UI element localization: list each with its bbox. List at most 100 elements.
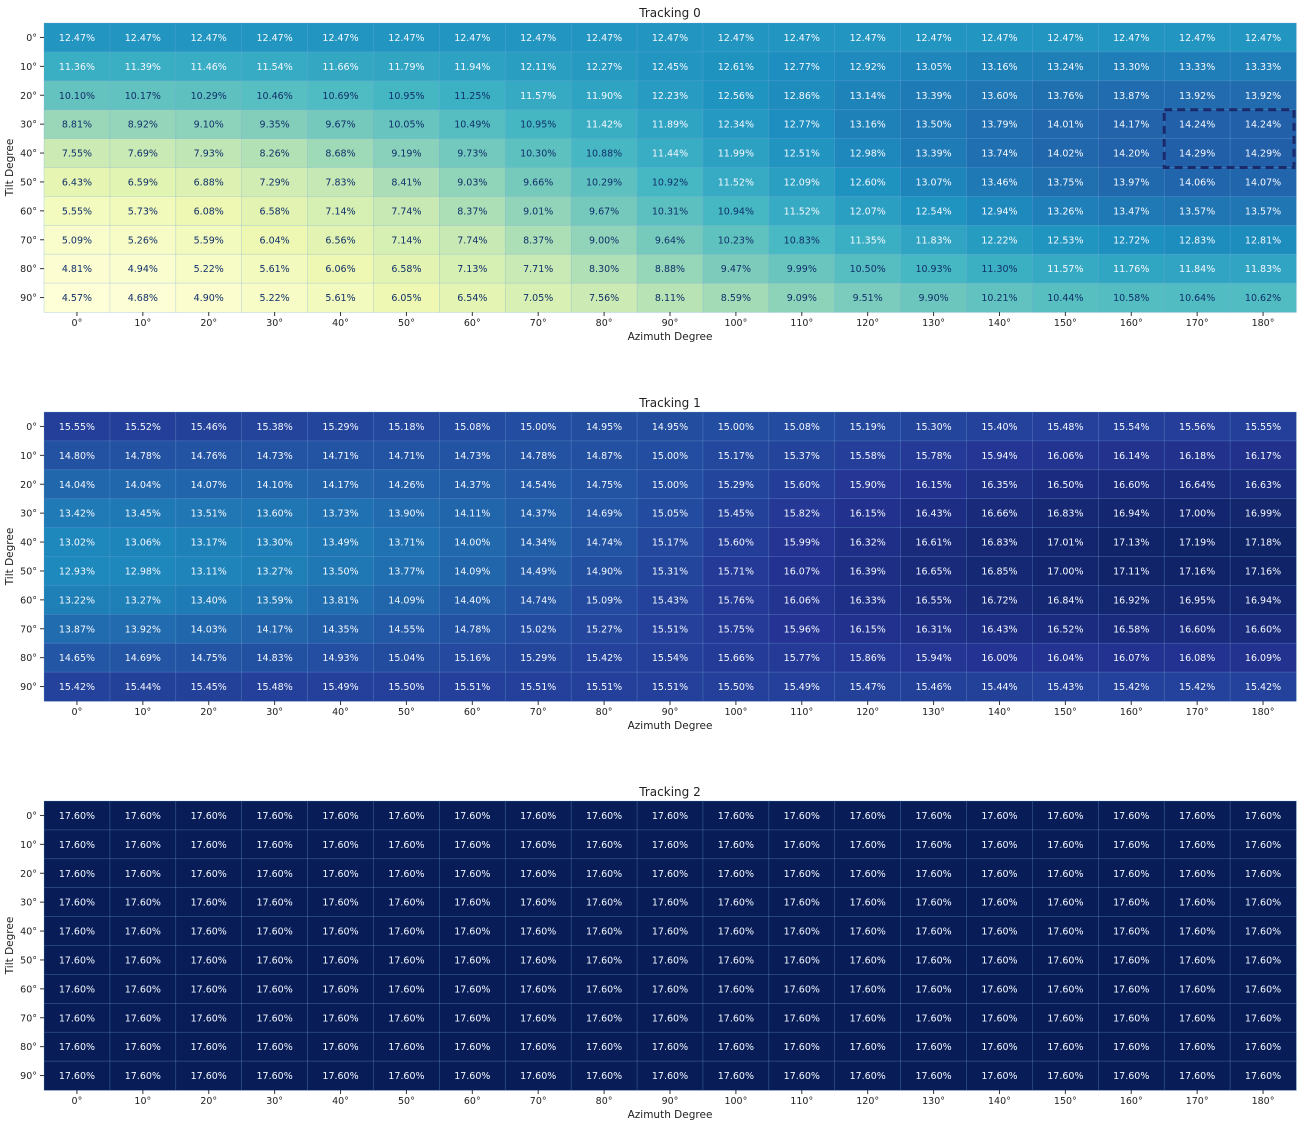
cell-value-label: 13.33%: [1179, 62, 1215, 73]
heatmap-cell: [43, 800, 111, 831]
heatmap-cell: [768, 22, 836, 53]
cell-value-label: 17.60%: [1179, 927, 1215, 938]
heatmap-cell: [439, 80, 506, 111]
cell-value-label: 17.60%: [981, 869, 1017, 880]
cell-value-label: 16.07%: [1113, 653, 1149, 664]
cell-value-label: 14.35%: [322, 624, 358, 635]
cell-value-label: 14.71%: [388, 451, 424, 462]
cell-value-label: 16.63%: [1245, 480, 1281, 491]
y-tick-label: 80°: [20, 264, 37, 275]
heatmap-cell: [175, 1002, 243, 1033]
heatmap-cell: [504, 51, 572, 82]
cell-value-label: 17.60%: [1047, 1042, 1083, 1053]
cell-value-label: 16.61%: [915, 538, 951, 549]
heatmap-cell: [504, 22, 572, 53]
cell-value-label: 16.60%: [1179, 624, 1215, 635]
heatmap-cell: [702, 138, 770, 169]
heatmap-cell: [1032, 411, 1100, 442]
cell-value-label: 8.41%: [391, 177, 421, 188]
heatmap-cell: [1229, 1031, 1297, 1062]
cell-value-label: 8.68%: [325, 149, 355, 160]
heatmap-cell: [636, 974, 704, 1005]
cell-value-label: 16.99%: [1245, 509, 1281, 520]
cell-value-label: 17.60%: [125, 840, 161, 851]
heatmap-cell: [1032, 440, 1100, 471]
heatmap-cell: [175, 642, 243, 673]
heatmap-cell: [702, 1002, 770, 1033]
cell-value-label: 16.15%: [915, 480, 951, 491]
heatmap-cell: [439, 1060, 506, 1091]
cell-value-label: 17.01%: [1047, 538, 1083, 549]
cell-value-label: 16.08%: [1179, 653, 1215, 664]
heatmap-cell: [1098, 585, 1165, 616]
y-tick-label: 0°: [26, 33, 37, 44]
heatmap-cell: [900, 642, 968, 673]
heatmap-cell: [109, 109, 177, 140]
heatmap-cell: [966, 196, 1034, 226]
cell-value-label: 7.83%: [325, 177, 355, 188]
cell-value-label: 15.31%: [652, 566, 688, 577]
heatmap-cell: [175, 585, 243, 616]
x-tick-label: 20°: [200, 318, 217, 329]
heatmap-cell: [636, 109, 704, 140]
heatmap-cell: [307, 411, 375, 442]
heatmap-cell: [307, 585, 375, 616]
cell-value-label: 17.60%: [850, 869, 886, 880]
x-tick-label: 150°: [1054, 318, 1077, 329]
heatmap-cell: [1229, 585, 1297, 616]
heatmap-cell: [966, 642, 1034, 673]
cell-value-label: 15.49%: [322, 682, 358, 693]
cell-value-label: 17.60%: [454, 811, 490, 822]
heatmap-cell: [373, 1031, 441, 1062]
heatmap-cell: [439, 945, 506, 976]
cell-value-label: 15.50%: [718, 682, 754, 693]
cell-value-label: 15.42%: [586, 653, 622, 664]
heatmap-cell: [1098, 498, 1165, 529]
cell-value-label: 15.86%: [850, 653, 886, 664]
heatmap-cell: [900, 1002, 968, 1033]
cell-value-label: 17.60%: [257, 1013, 293, 1024]
cell-value-label: 7.74%: [391, 206, 421, 217]
cell-value-label: 16.43%: [915, 509, 951, 520]
cell-value-label: 17.60%: [125, 869, 161, 880]
heatmap-cell: [702, 469, 770, 500]
cell-value-label: 5.59%: [194, 235, 224, 246]
cell-value-label: 15.04%: [388, 653, 424, 664]
cell-value-label: 17.18%: [1245, 538, 1281, 549]
cell-value-label: 17.60%: [1179, 840, 1215, 851]
heatmap-cell: [504, 800, 572, 831]
cell-value-label: 17.60%: [1179, 955, 1215, 966]
cell-value-label: 17.60%: [1047, 984, 1083, 995]
heatmap-cell: [834, 167, 902, 198]
cell-value-label: 10.95%: [388, 91, 424, 102]
cell-value-label: 11.52%: [784, 206, 820, 217]
cell-value-label: 6.58%: [391, 264, 421, 275]
heatmap-cell: [570, 974, 638, 1005]
cell-value-label: 17.60%: [784, 869, 820, 880]
cell-value-label: 13.81%: [322, 595, 358, 606]
cell-value-label: 13.30%: [1113, 62, 1149, 73]
heatmap-cell: [834, 916, 902, 947]
cell-value-label: 5.22%: [260, 293, 290, 304]
heatmap-cell: [834, 613, 902, 644]
cell-value-label: 13.22%: [59, 595, 95, 606]
heatmap-cell: [175, 800, 243, 831]
cell-value-label: 17.60%: [520, 898, 556, 909]
cell-value-label: 13.17%: [191, 538, 227, 549]
cell-value-label: 15.19%: [850, 422, 886, 433]
heatmap-cell: [570, 887, 638, 918]
heatmap-cell: [1098, 858, 1165, 889]
heatmap-cell: [834, 498, 902, 529]
heatmap-cell: [636, 469, 704, 500]
cell-value-label: 15.52%: [125, 422, 161, 433]
cell-value-label: 17.00%: [1047, 566, 1083, 577]
cell-value-label: 17.60%: [322, 869, 358, 880]
heatmap-cell: [241, 800, 309, 831]
cell-value-label: 7.74%: [457, 235, 487, 246]
cell-value-label: 17.60%: [59, 927, 95, 938]
heatmap-cell: [966, 527, 1034, 558]
cell-value-label: 17.60%: [784, 1042, 820, 1053]
cell-value-label: 17.60%: [454, 984, 490, 995]
cell-value-label: 16.60%: [1113, 480, 1149, 491]
heatmap-cell: [504, 945, 572, 976]
